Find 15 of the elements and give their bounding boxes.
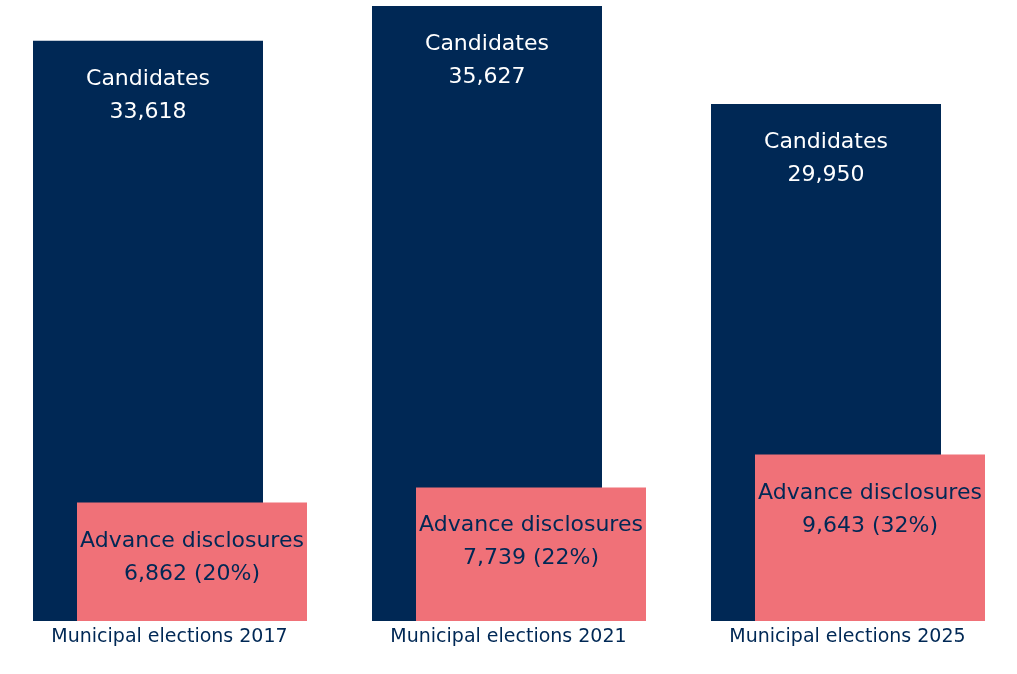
data-label: 9,643 (32%)	[801, 511, 939, 537]
data-label: 33,618	[109, 97, 187, 123]
x-tick-label: Municipal elections 2025	[729, 624, 966, 647]
series-label: Advance disclosures	[419, 511, 643, 537]
data-label: 6,862 (20%)	[123, 559, 261, 585]
x-tick-label: Municipal elections 2017	[51, 624, 288, 647]
x-tick-label: Municipal elections 2021	[390, 624, 627, 647]
text: Advance disclosures	[80, 526, 304, 552]
text: Advance disclosures	[758, 478, 982, 504]
data-label: 35,627	[448, 63, 526, 88]
text: Candidates	[86, 64, 210, 90]
series-label: Candidates	[425, 30, 549, 55]
text: Candidates	[764, 128, 888, 153]
data-label: 7,739 (22%)	[462, 544, 600, 570]
data-label: 29,950	[787, 161, 865, 186]
